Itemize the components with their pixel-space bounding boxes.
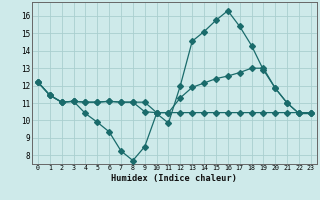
X-axis label: Humidex (Indice chaleur): Humidex (Indice chaleur) — [111, 174, 237, 183]
